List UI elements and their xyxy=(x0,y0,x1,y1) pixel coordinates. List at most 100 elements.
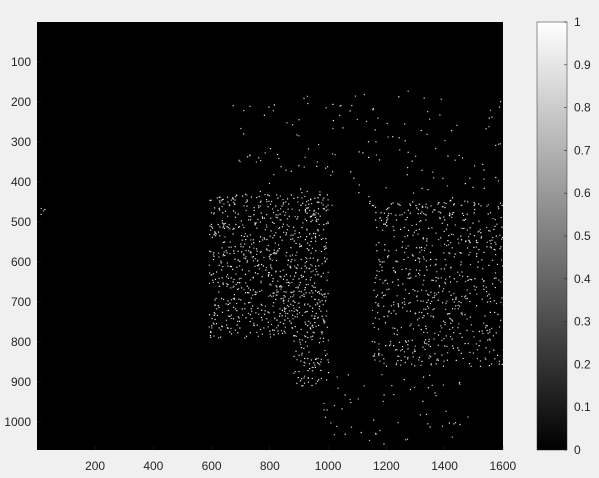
bright-pixel xyxy=(320,289,322,291)
bright-pixel xyxy=(291,281,293,284)
bright-pixel xyxy=(438,286,441,288)
bright-pixel xyxy=(275,232,277,234)
bright-pixel xyxy=(299,341,301,343)
bright-pixel xyxy=(224,222,226,225)
bright-pixel xyxy=(473,246,475,248)
bright-pixel xyxy=(305,211,307,213)
bright-pixel xyxy=(240,127,242,130)
bright-pixel xyxy=(426,301,428,304)
bright-pixel xyxy=(417,208,420,211)
bright-pixel xyxy=(303,347,305,349)
bright-pixel xyxy=(295,254,297,256)
bright-pixel xyxy=(304,156,306,158)
bright-pixel xyxy=(469,316,471,318)
bright-pixel xyxy=(436,271,438,273)
bright-pixel xyxy=(261,216,263,218)
bright-pixel xyxy=(407,151,409,153)
bright-pixel xyxy=(318,144,320,146)
bright-pixel xyxy=(404,289,407,291)
bright-pixel xyxy=(420,212,422,214)
bright-pixel xyxy=(270,203,272,205)
bright-pixel xyxy=(269,258,271,260)
bright-pixel xyxy=(298,232,300,234)
bright-pixel xyxy=(281,309,283,311)
bright-pixel xyxy=(387,255,389,257)
bright-pixel xyxy=(470,365,472,367)
bright-pixel xyxy=(476,349,479,351)
bright-pixel xyxy=(282,269,284,271)
bright-pixel xyxy=(463,227,465,229)
bright-pixel xyxy=(217,224,219,226)
bright-pixel xyxy=(272,252,274,254)
bright-pixel xyxy=(311,338,313,341)
bright-pixel xyxy=(474,278,476,280)
bright-pixel xyxy=(250,297,252,299)
bright-pixel xyxy=(230,277,232,279)
bright-pixel xyxy=(470,324,472,326)
bright-pixel xyxy=(257,307,259,309)
bright-pixel xyxy=(499,202,502,204)
bright-pixel xyxy=(498,363,500,365)
x-tick-label: 800 xyxy=(260,459,280,473)
bright-pixel xyxy=(458,242,460,244)
bright-pixel xyxy=(211,318,213,320)
bright-pixel xyxy=(253,324,255,326)
bright-pixel xyxy=(235,223,237,226)
bright-pixel xyxy=(450,294,452,296)
bright-pixel xyxy=(429,251,432,253)
bright-pixel xyxy=(308,351,310,353)
bright-pixel xyxy=(314,214,316,216)
bright-pixel xyxy=(480,232,482,234)
image-pixels xyxy=(40,90,503,445)
bright-pixel xyxy=(466,289,468,291)
bright-pixel xyxy=(412,356,414,358)
bright-pixel xyxy=(318,324,320,326)
bright-pixel xyxy=(301,227,303,229)
bright-pixel xyxy=(317,218,319,220)
bright-pixel xyxy=(383,362,385,364)
bright-pixel xyxy=(322,208,325,210)
bright-pixel xyxy=(318,342,321,344)
bright-pixel xyxy=(401,302,403,304)
bright-pixel xyxy=(428,294,430,296)
bright-pixel xyxy=(291,326,293,329)
bright-pixel xyxy=(487,339,489,341)
bright-pixel xyxy=(250,251,252,253)
bright-pixel xyxy=(495,254,497,256)
bright-pixel xyxy=(439,331,441,333)
bright-pixel xyxy=(257,335,259,337)
bright-pixel xyxy=(319,337,321,339)
bright-pixel xyxy=(320,369,322,371)
bright-pixel xyxy=(295,286,297,289)
bright-pixel xyxy=(252,260,255,262)
bright-pixel xyxy=(407,357,409,359)
bright-pixel xyxy=(413,349,416,351)
bright-pixel xyxy=(450,199,452,201)
bright-pixel xyxy=(317,291,319,293)
bright-pixel xyxy=(263,217,266,219)
bright-pixel xyxy=(258,195,260,198)
bright-pixel xyxy=(294,230,296,232)
bright-pixel xyxy=(393,333,395,335)
bright-pixel xyxy=(250,219,252,221)
bright-pixel xyxy=(489,240,491,242)
bright-pixel xyxy=(290,291,292,293)
bright-pixel xyxy=(228,315,230,317)
bright-pixel xyxy=(305,311,307,313)
bright-pixel xyxy=(241,235,243,237)
bright-pixel xyxy=(314,298,316,300)
bright-pixel xyxy=(426,332,428,334)
bright-pixel xyxy=(437,203,439,205)
bright-pixel xyxy=(313,282,316,284)
bright-pixel xyxy=(290,261,292,263)
bright-pixel xyxy=(307,357,309,360)
bright-pixel xyxy=(278,248,280,250)
bright-pixel xyxy=(209,225,211,227)
bright-pixel xyxy=(392,136,394,138)
bright-pixel xyxy=(291,259,293,261)
bright-pixel xyxy=(232,105,234,107)
bright-pixel xyxy=(419,251,421,253)
bright-pixel xyxy=(469,227,471,229)
bright-pixel xyxy=(293,275,296,277)
bright-pixel xyxy=(279,286,281,288)
